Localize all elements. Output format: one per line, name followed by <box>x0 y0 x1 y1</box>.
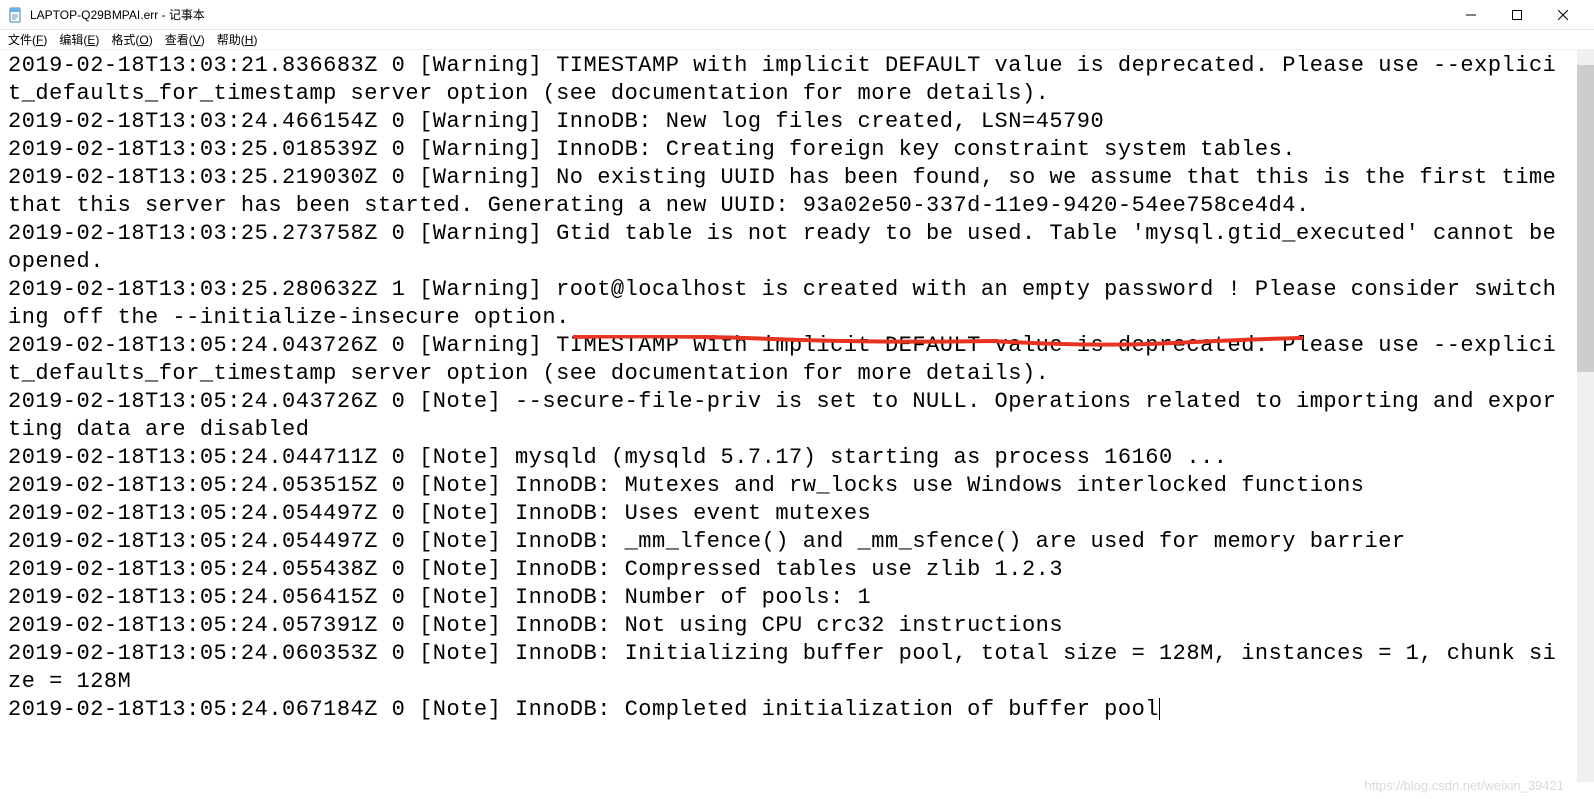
maximize-button[interactable] <box>1494 0 1540 30</box>
close-button[interactable] <box>1540 0 1586 30</box>
window-title: LAPTOP-Q29BMPAI.err - 记事本 <box>30 6 205 23</box>
scroll-thumb[interactable] <box>1577 65 1594 372</box>
menubar: 文件(F) 编辑(E) 格式(O) 查看(V) 帮助(H) <box>0 30 1594 50</box>
notepad-file-icon <box>8 7 24 23</box>
menu-help[interactable]: 帮助(H) <box>217 31 258 48</box>
menu-file[interactable]: 文件(F) <box>8 31 47 48</box>
vertical-scrollbar[interactable] <box>1577 50 1594 782</box>
watermark: https://blog.csdn.net/weixin_39421 <box>1365 778 1564 793</box>
text-cursor <box>1159 698 1160 720</box>
menu-format[interactable]: 格式(O) <box>111 31 152 48</box>
menu-edit[interactable]: 编辑(E) <box>59 31 99 48</box>
text-content-area[interactable]: 2019-02-18T13:03:21.836683Z 0 [Warning] … <box>0 50 1577 726</box>
window-controls <box>1448 0 1586 30</box>
minimize-button[interactable] <box>1448 0 1494 30</box>
menu-view[interactable]: 查看(V) <box>165 31 205 48</box>
titlebar: LAPTOP-Q29BMPAI.err - 记事本 <box>0 0 1594 30</box>
titlebar-left: LAPTOP-Q29BMPAI.err - 记事本 <box>8 6 205 23</box>
